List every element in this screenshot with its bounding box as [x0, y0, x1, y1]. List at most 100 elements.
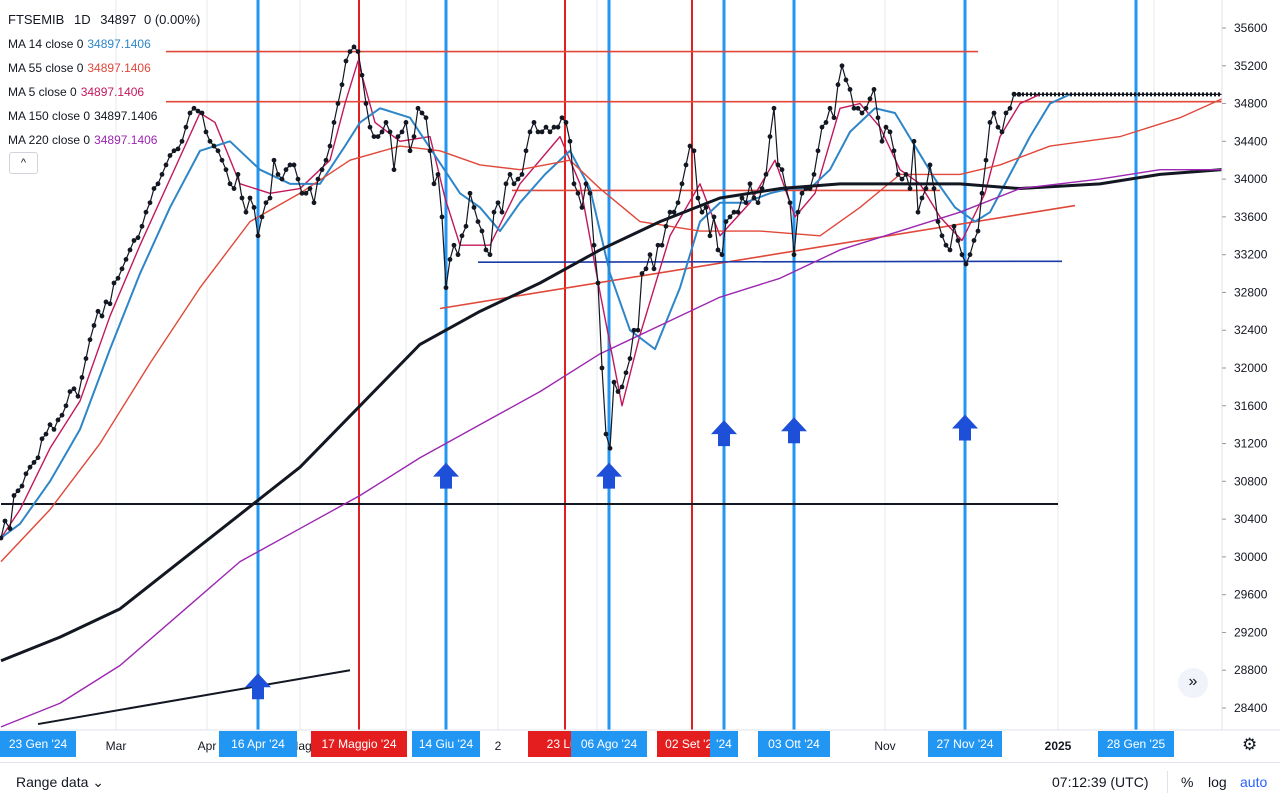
price-point: [919, 195, 925, 201]
price-point: [675, 200, 681, 206]
price-point: [727, 214, 733, 220]
price-point: [95, 308, 101, 314]
price-point: [967, 252, 973, 258]
price-point: [903, 171, 909, 177]
price-point: [499, 209, 505, 215]
price-point: [683, 162, 689, 168]
time-tag-bg: [0, 731, 76, 757]
price-point: [323, 157, 329, 163]
price-point: [775, 162, 781, 168]
double-chevron-right-icon: »: [1188, 673, 1198, 690]
indicator-ma14[interactable]: MA 14 close 0 34897.1406: [8, 32, 200, 56]
up-arrow-icon: [433, 462, 459, 489]
price-point: [347, 49, 353, 55]
price-tick-label: 30800: [1234, 474, 1268, 488]
price-point: [515, 176, 521, 182]
auto-toggle[interactable]: auto: [1240, 774, 1268, 790]
price-point: [367, 124, 373, 130]
price-point: [227, 181, 233, 187]
price-point: [511, 181, 517, 187]
price-point: [631, 327, 637, 333]
price-point: [363, 101, 369, 106]
price-point: [527, 129, 533, 135]
price-series: [0, 44, 1222, 541]
price-tick-label: 35600: [1234, 21, 1268, 35]
price-point: [771, 105, 777, 111]
time-tag: 06 Ago '24: [571, 731, 647, 757]
clock[interactable]: 07:12:39 (UTC): [1052, 774, 1149, 790]
price-point: [959, 252, 965, 258]
price-point: [79, 375, 85, 380]
indicator-ma55[interactable]: MA 55 close 0 34897.1406: [8, 56, 200, 80]
price-point: [679, 181, 685, 187]
price-point: [579, 205, 585, 210]
indicator-value: 34897.1406: [87, 61, 151, 75]
price-point: [407, 148, 413, 154]
price-point: [439, 214, 445, 220]
gear-icon[interactable]: ⚙: [1242, 735, 1258, 754]
time-tag-label: 23 Gen '24: [9, 737, 68, 751]
price-point: [827, 105, 833, 111]
time-tag-label: 17 Maggio '24: [321, 737, 396, 751]
chart-canvas[interactable]: 35600 35200 34800 34400 34000 33600 33200 32800…: [0, 0, 1280, 762]
trendline-rising-support: [439, 204, 1076, 310]
price-point: [303, 190, 309, 196]
log-toggle[interactable]: log: [1208, 774, 1227, 790]
price-point: [543, 124, 549, 130]
price-point: [331, 120, 337, 125]
range-dropdown[interactable]: Range data ⌄: [16, 774, 104, 791]
price-tick-label: 30400: [1234, 512, 1268, 526]
indicator-ma150[interactable]: MA 150 close 0 34897.1406: [8, 104, 200, 128]
price-point: [523, 148, 529, 154]
time-tick-label: 2025: [1045, 739, 1072, 753]
percent-toggle[interactable]: %: [1181, 774, 1194, 790]
price-point: [547, 129, 553, 135]
price-point: [359, 72, 365, 78]
price-point: [1016, 91, 1022, 97]
price-point: [63, 403, 69, 409]
time-tag: 14 Giu '24: [412, 731, 480, 757]
price-tick-label: 29600: [1234, 588, 1268, 602]
legend: FTSEMIB 1D 34897 0 (0.00%) MA 14 close 0…: [8, 8, 200, 152]
indicator-ma220[interactable]: MA 220 close 0 34897.1406: [8, 128, 200, 152]
price-point: [759, 186, 765, 191]
price-point: [615, 389, 621, 395]
price-point: [183, 124, 189, 130]
price-tick-label: 32000: [1234, 361, 1268, 375]
price-point: [739, 195, 745, 201]
indicator-value: 34897.1406: [94, 133, 158, 147]
price-point: [207, 138, 213, 144]
price-point: [659, 242, 665, 248]
price-point: [883, 124, 889, 130]
price-point: [1011, 91, 1017, 97]
price-point: [231, 186, 237, 191]
price-point: [907, 186, 913, 191]
price-point: [195, 108, 201, 114]
price-point: [179, 138, 185, 144]
price-point: [651, 266, 657, 272]
time-tick-label: Nov: [874, 739, 895, 753]
collapse-legend-button[interactable]: ^: [9, 152, 38, 174]
time-tag-bg: [412, 731, 480, 757]
price-point: [899, 176, 905, 182]
price-point: [483, 247, 489, 253]
price-point: [667, 209, 673, 215]
scroll-to-realtime-button[interactable]: »: [1178, 668, 1208, 698]
indicator-ma5[interactable]: MA 5 close 0 34897.1406: [8, 80, 200, 104]
price-tick-label: 29200: [1234, 625, 1268, 639]
interval[interactable]: 1D: [73, 12, 91, 27]
time-tag-label: 28 Gen '25: [1107, 737, 1166, 751]
price-point: [731, 209, 737, 215]
price-point: [51, 426, 57, 432]
series-ma-220: [0, 168, 1222, 728]
price-point: [555, 124, 561, 130]
price-point: [795, 209, 801, 215]
price-point: [703, 205, 709, 210]
price-point: [435, 171, 441, 177]
symbol-name[interactable]: FTSEMIB: [8, 12, 65, 27]
price-point: [803, 186, 809, 191]
series-ma-5: [0, 60, 1041, 539]
price-point: [27, 464, 33, 470]
indicator-value: 34897.1406: [94, 109, 158, 123]
price-axis: 35600 35200 34800 34400 34000 33600 33200 32800…: [1221, 0, 1280, 730]
